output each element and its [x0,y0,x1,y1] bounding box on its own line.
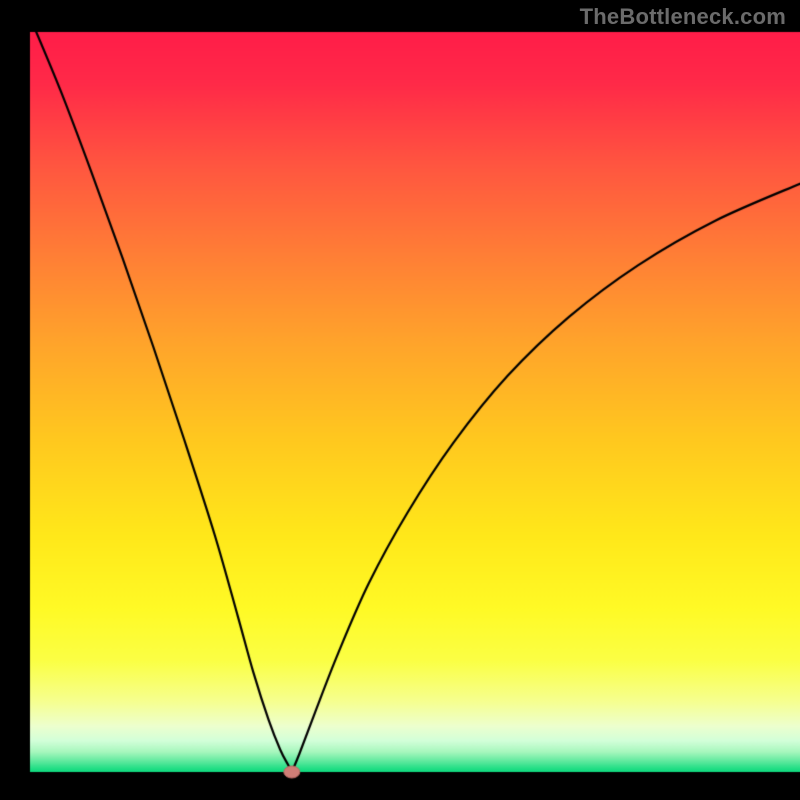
chart-root: TheBottleneck.com [0,0,800,800]
bottleneck-chart-canvas [0,0,800,800]
watermark-text: TheBottleneck.com [580,4,786,30]
